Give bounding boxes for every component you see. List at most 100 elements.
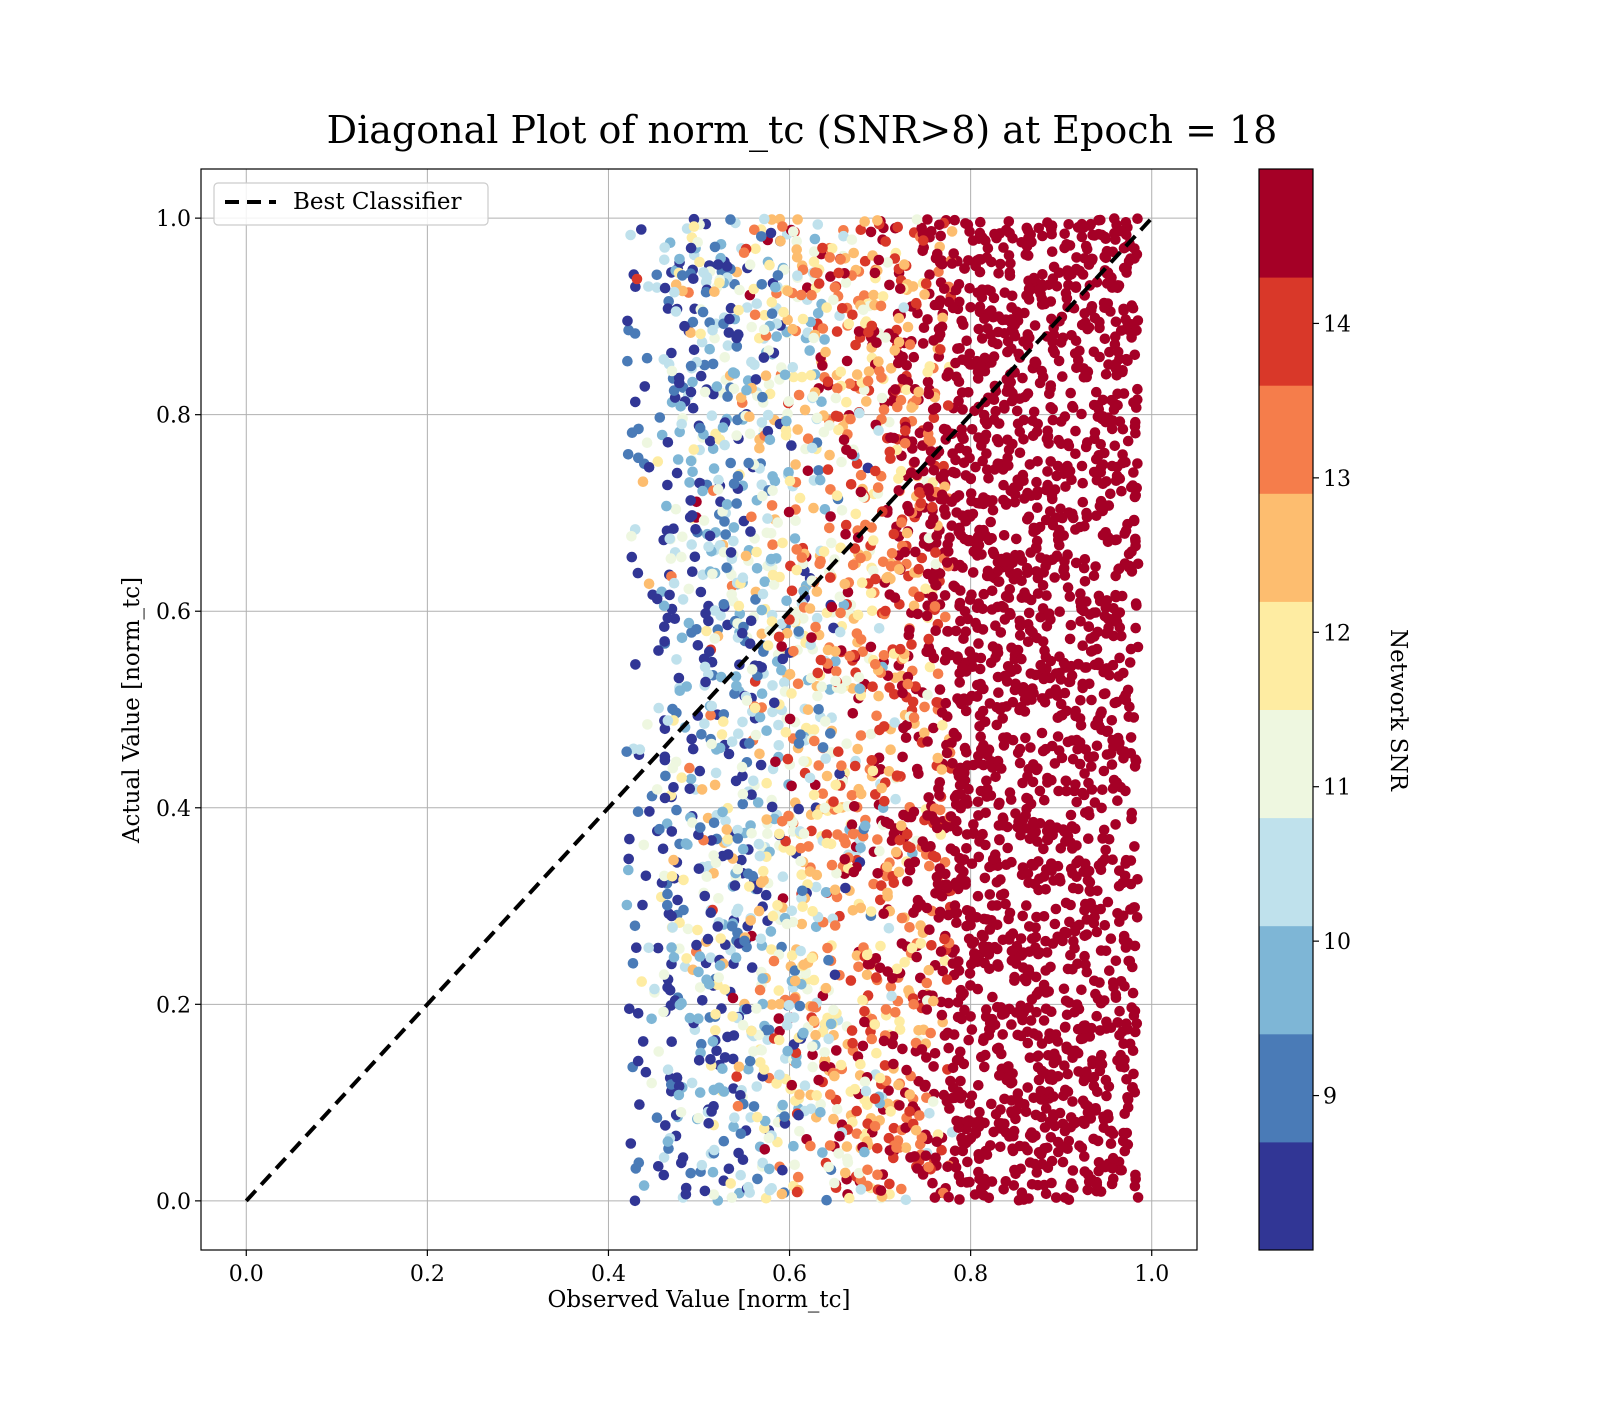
scatter-point bbox=[916, 1044, 928, 1055]
scatter-point bbox=[723, 327, 735, 338]
scatter-point bbox=[1029, 878, 1041, 890]
scatter-point bbox=[966, 424, 978, 435]
scatter-point bbox=[1119, 528, 1130, 539]
scatter-point bbox=[913, 1025, 924, 1036]
scatter-point bbox=[841, 675, 852, 687]
scatter-point bbox=[1057, 1156, 1069, 1168]
scatter-point bbox=[988, 394, 1000, 406]
scatter-point bbox=[936, 489, 948, 501]
scatter-point bbox=[978, 913, 990, 925]
scatter-point bbox=[1112, 1017, 1123, 1028]
scatter-point bbox=[817, 1147, 828, 1158]
scatter-point bbox=[1094, 351, 1105, 363]
scatter-point bbox=[1022, 636, 1034, 648]
scatter-point bbox=[1081, 914, 1093, 925]
scatter-point bbox=[1081, 371, 1092, 383]
scatter-point bbox=[767, 910, 779, 922]
scatter-point bbox=[693, 1055, 705, 1066]
scatter-point bbox=[1100, 252, 1112, 264]
scatter-point bbox=[826, 537, 837, 549]
scatter-point bbox=[1054, 667, 1065, 679]
scatter-point bbox=[1059, 1192, 1071, 1203]
scatter-point bbox=[910, 1125, 922, 1136]
scatter-point bbox=[1006, 395, 1018, 407]
scatter-point bbox=[706, 835, 717, 846]
scatter-point bbox=[755, 933, 767, 945]
scatter-point bbox=[981, 1149, 993, 1160]
scatter-point bbox=[1033, 222, 1045, 234]
scatter-point bbox=[835, 254, 846, 265]
scatter-point bbox=[966, 1024, 978, 1035]
scatter-point bbox=[946, 1092, 958, 1104]
scatter-point bbox=[875, 940, 886, 952]
scatter-point bbox=[1077, 1115, 1088, 1127]
scatter-point bbox=[934, 219, 945, 231]
scatter-point bbox=[1079, 930, 1090, 942]
scatter-point bbox=[789, 533, 801, 544]
scatter-point bbox=[1090, 561, 1101, 572]
scatter-point bbox=[999, 614, 1011, 625]
scatter-point bbox=[961, 335, 972, 347]
scatter-point bbox=[721, 562, 732, 573]
scatter-point bbox=[839, 854, 851, 865]
scatter-point bbox=[928, 995, 939, 1007]
scatter-point bbox=[659, 621, 670, 632]
scatter-point bbox=[852, 609, 864, 621]
scatter-point bbox=[954, 1194, 965, 1205]
scatter-point bbox=[878, 908, 889, 919]
scatter-point bbox=[1016, 555, 1028, 566]
scatter-point bbox=[765, 926, 777, 937]
scatter-point bbox=[920, 1150, 932, 1161]
scatter-point bbox=[642, 719, 653, 730]
scatter-point bbox=[1103, 1081, 1115, 1092]
scatter-point bbox=[1025, 742, 1036, 753]
scatter-point bbox=[673, 1089, 685, 1101]
scatter-point bbox=[677, 270, 688, 281]
scatter-point bbox=[1066, 268, 1077, 280]
scatter-point bbox=[716, 729, 728, 740]
scatter-point bbox=[767, 680, 778, 691]
scatter-point bbox=[741, 1003, 753, 1015]
scatter-point bbox=[670, 756, 682, 768]
scatter-point bbox=[896, 820, 907, 831]
scatter-point bbox=[978, 588, 990, 600]
scatter-point bbox=[815, 556, 826, 567]
scatter-point bbox=[1071, 999, 1083, 1010]
scatter-point bbox=[728, 522, 740, 533]
scatter-point bbox=[1012, 1029, 1023, 1041]
scatter-point bbox=[957, 662, 968, 673]
scatter-point bbox=[756, 688, 768, 699]
scatter-point bbox=[688, 221, 700, 232]
scatter-point bbox=[868, 535, 879, 546]
scatter-point bbox=[963, 933, 975, 945]
scatter-point bbox=[799, 404, 811, 416]
scatter-point bbox=[920, 841, 932, 853]
scatter-point bbox=[1095, 439, 1106, 450]
scatter-point bbox=[1061, 293, 1073, 304]
scatter-point bbox=[1006, 955, 1018, 966]
scatter-point bbox=[946, 226, 958, 237]
scatter-point bbox=[1017, 910, 1028, 922]
scatter-point bbox=[892, 401, 903, 413]
scatter-point bbox=[1095, 864, 1107, 876]
scatter-point bbox=[659, 723, 671, 735]
scatter-point bbox=[666, 942, 677, 953]
scatter-point bbox=[1014, 1140, 1025, 1152]
scatter-points bbox=[621, 213, 1144, 1207]
scatter-point bbox=[958, 433, 969, 445]
scatter-point bbox=[975, 216, 986, 228]
scatter-point bbox=[1075, 616, 1086, 627]
scatter-point bbox=[826, 859, 838, 871]
scatter-point bbox=[976, 1051, 987, 1063]
scatter-point bbox=[936, 1009, 948, 1021]
scatter-point bbox=[918, 235, 929, 246]
scatter-point bbox=[789, 965, 801, 976]
scatter-point bbox=[811, 1090, 822, 1101]
scatter-point bbox=[673, 672, 685, 684]
scatter-point bbox=[904, 1089, 916, 1100]
scatter-point bbox=[1129, 1180, 1141, 1192]
scatter-point bbox=[1049, 1048, 1060, 1060]
scatter-point bbox=[947, 958, 959, 969]
scatter-point bbox=[796, 869, 807, 880]
scatter-point bbox=[985, 516, 996, 528]
